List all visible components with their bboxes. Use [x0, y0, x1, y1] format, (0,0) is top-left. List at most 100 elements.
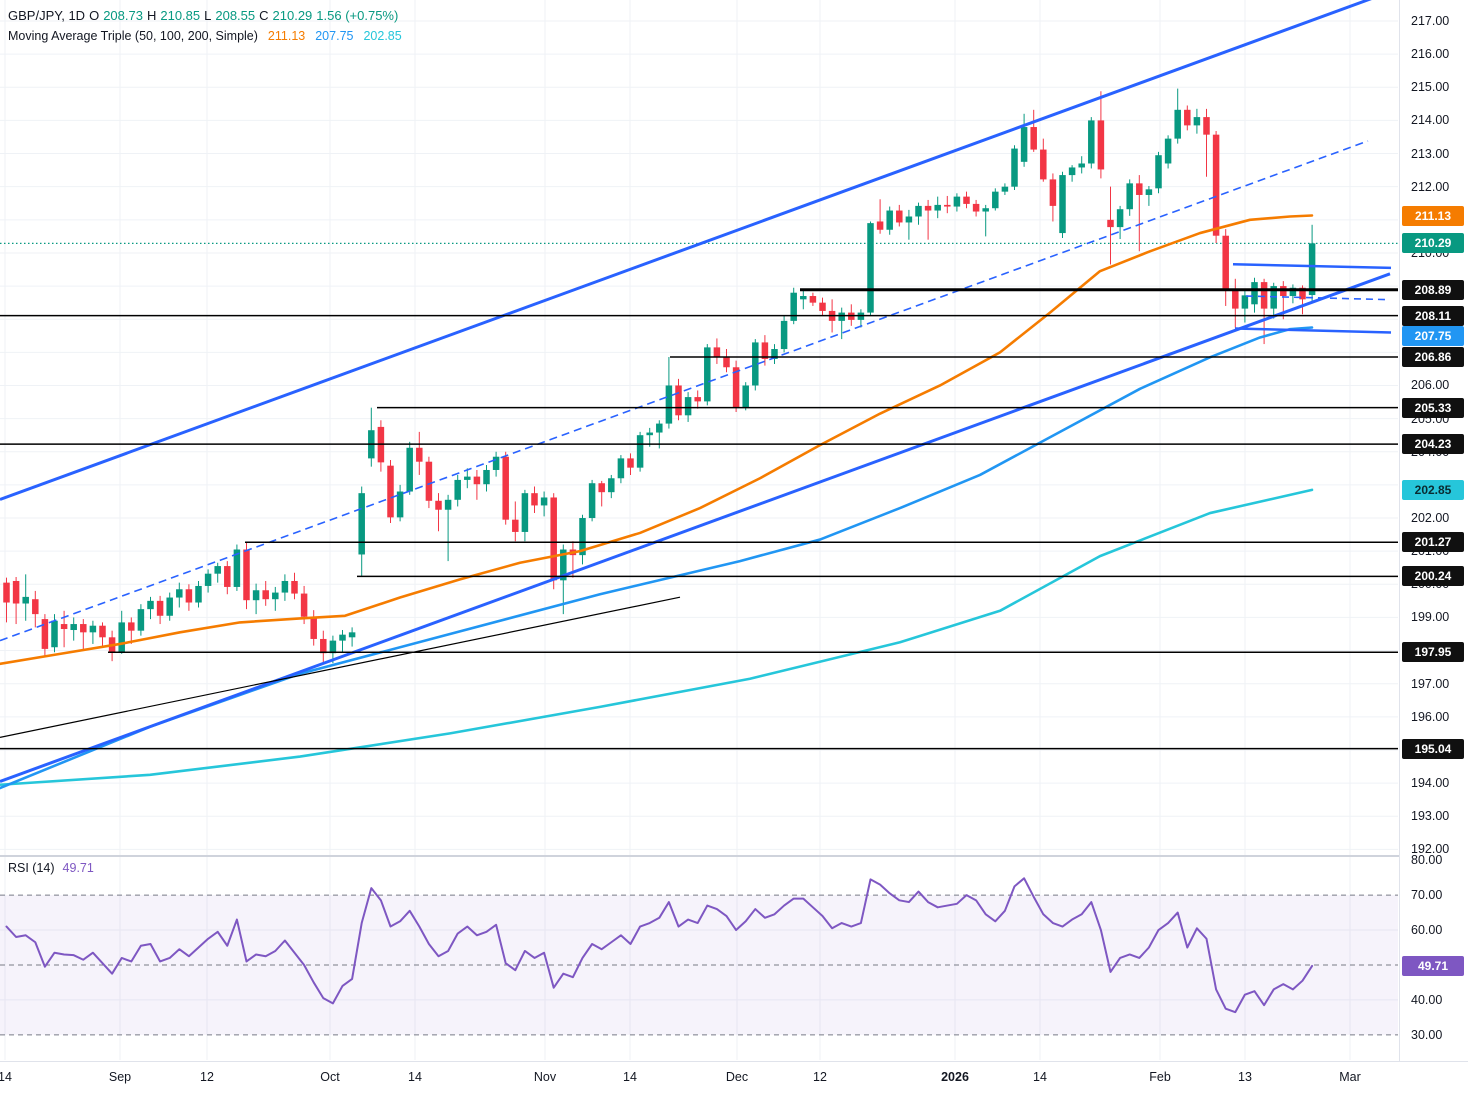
candle-up: [1001, 186, 1009, 192]
candle-up: [608, 478, 615, 493]
price-axis-label: 216.00: [1411, 47, 1450, 62]
candle-down: [1203, 117, 1210, 135]
close-label: C: [259, 8, 269, 23]
candle-down: [32, 599, 39, 615]
price-axis-label: 217.00: [1411, 14, 1450, 28]
price-badge: 206.86: [1402, 346, 1464, 367]
candle-up: [358, 493, 365, 555]
candle-down: [924, 205, 932, 211]
rsi-axis-label: 30.00: [1411, 1027, 1443, 1042]
channel-big-median: [0, 140, 1369, 642]
candle-up: [1011, 148, 1018, 187]
time-axis-label: 13: [1238, 1070, 1252, 1084]
candle-down: [224, 566, 231, 587]
candle-up: [1193, 117, 1201, 126]
time-axis-label: 2026: [941, 1070, 969, 1084]
candle-up: [905, 216, 913, 223]
candle-up: [281, 580, 289, 593]
time-axis-label: 14: [623, 1070, 637, 1084]
ma50-value: 211.13: [267, 29, 306, 43]
candle-down: [416, 447, 423, 462]
candle-up: [800, 296, 807, 300]
candle-up: [1289, 287, 1297, 297]
candle-up: [1164, 138, 1172, 164]
candle-down: [320, 638, 327, 654]
candle-up: [89, 625, 97, 633]
ohlc-row: GBP/JPY, 1D O 208.73 H 210.85 L 208.55 C 210.29 1…: [8, 6, 406, 26]
change-value: 1.56 (+0.75%): [316, 8, 399, 23]
candle-down: [694, 397, 701, 402]
price-badge: 201.27: [1402, 532, 1464, 553]
candle-down: [473, 476, 481, 485]
candle-up: [166, 597, 173, 616]
open-label: O: [89, 8, 100, 23]
price-axis-label: 192.00: [1411, 842, 1450, 857]
candle-down: [531, 493, 538, 506]
candle-down: [1299, 287, 1306, 300]
price-badge: 200.24: [1402, 566, 1464, 587]
time-axis[interactable]: 14 Sep 12 Oct 14 Nov 14 Dec 12 2026 14 Feb 13 Mar: [0, 1062, 1468, 1095]
candle-down: [1030, 127, 1037, 150]
ma-indicator-title[interactable]: Moving Average Triple (50, 100, 200, Sim…: [8, 29, 258, 43]
price-axis-label: 197.00: [1411, 676, 1450, 691]
low-value: 208.55: [215, 8, 256, 23]
price-badge: 210.29: [1402, 233, 1464, 254]
close-value: 210.29: [272, 8, 313, 23]
price-axis-label: 202.00: [1411, 511, 1450, 526]
chart-canvas[interactable]: [0, 0, 1399, 1061]
candle-down: [896, 210, 903, 223]
candle-up: [233, 549, 241, 587]
price-badge: 207.75: [1402, 325, 1464, 346]
candle-down: [1260, 282, 1268, 309]
candle-up: [1068, 167, 1076, 176]
rsi-value: 49.71: [62, 861, 94, 875]
time-axis-label: Sep: [108, 1070, 132, 1084]
rsi-axis-label: 60.00: [1411, 923, 1443, 938]
price-badge: 208.11: [1402, 305, 1464, 326]
candle-up: [1126, 183, 1133, 210]
channel-small-lower: [1234, 327, 1392, 334]
candle-down: [1040, 149, 1047, 180]
price-badge: 205.33: [1402, 397, 1464, 418]
candle-up: [464, 476, 471, 480]
time-axis-label: Dec: [725, 1070, 749, 1084]
candle-up: [665, 385, 673, 424]
time-axis-label: 14: [1033, 1070, 1047, 1084]
high-label: H: [146, 8, 157, 23]
open-value: 208.73: [103, 8, 143, 23]
candle-down: [972, 203, 980, 212]
rsi-badge: 49.71: [1402, 955, 1464, 976]
candle-down: [1136, 183, 1143, 195]
rsi-indicator-title[interactable]: RSI (14): [8, 861, 55, 875]
pane-divider[interactable]: [0, 855, 1468, 857]
candle-down: [502, 456, 509, 520]
candle-down: [1184, 109, 1191, 126]
candle-down: [310, 616, 317, 639]
candle-up: [444, 499, 452, 510]
candle-up: [579, 518, 586, 556]
ma100-value: 207.75: [315, 29, 354, 43]
price-axis[interactable]: 217.00 216.00 215.00 214.00 213.00 212.00 211.…: [1399, 0, 1468, 1061]
candle-down: [1107, 219, 1114, 228]
candle-down: [291, 580, 298, 594]
price-badge: 197.95: [1402, 642, 1464, 663]
candle-down: [550, 497, 557, 581]
candle-up: [454, 479, 461, 500]
price-axis-label: 199.00: [1411, 610, 1450, 625]
ma200-line: [0, 488, 1314, 787]
price-badge: 202.85: [1402, 479, 1464, 500]
candle-up: [204, 573, 212, 586]
candle-down: [185, 589, 193, 603]
candle-up: [867, 223, 874, 313]
time-axis-label: 12: [813, 1070, 827, 1084]
time-axis-label: Oct: [320, 1070, 340, 1084]
symbol-title[interactable]: GBP/JPY, 1D: [8, 8, 86, 23]
low-label: L: [204, 8, 212, 23]
candle-down: [3, 582, 10, 603]
ma100-line: [0, 326, 1314, 790]
rsi-axis-label: 70.00: [1411, 888, 1443, 903]
candle-up: [176, 589, 183, 598]
candle-up: [1251, 282, 1258, 305]
candle-up: [934, 204, 941, 211]
candle-down: [675, 385, 682, 416]
